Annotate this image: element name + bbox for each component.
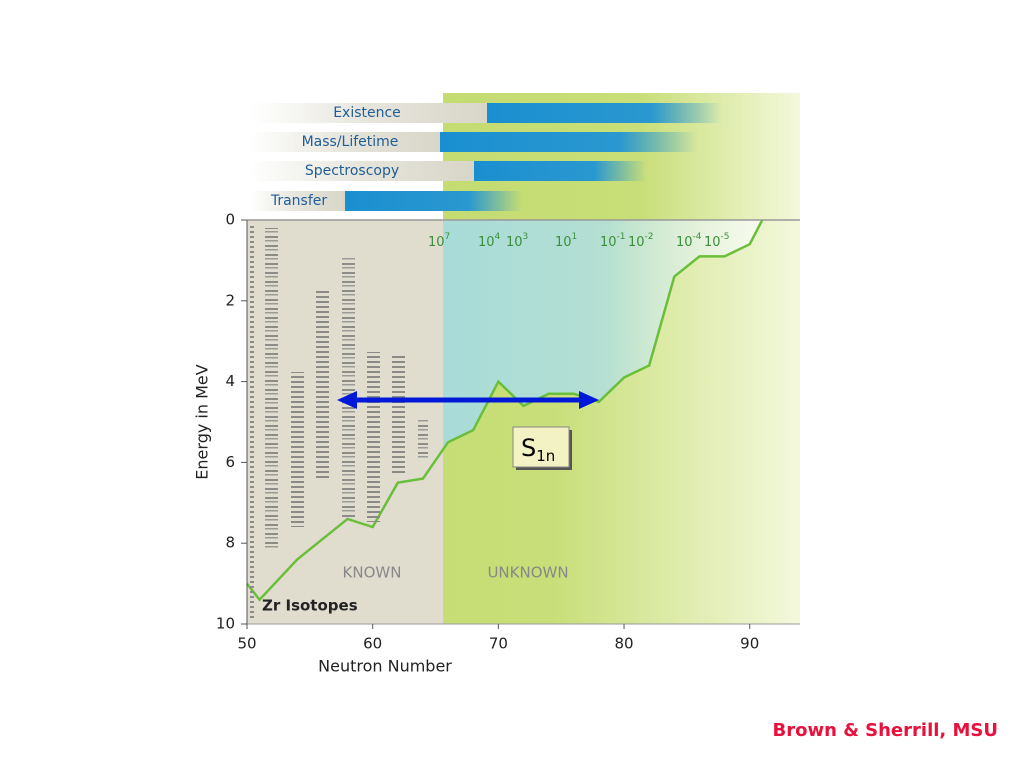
y-tick-label: 6: [225, 453, 235, 471]
method-label: Spectroscopy: [305, 163, 399, 179]
y-tick-label: 4: [225, 372, 235, 390]
method-label-bg: [250, 132, 440, 152]
method-label: Mass/Lifetime: [302, 134, 399, 150]
region-label: KNOWN: [343, 564, 402, 582]
line: [246, 219, 764, 602]
x-tick-label: 70: [489, 635, 508, 653]
credit: Brown & Sherrill, MSU: [773, 720, 998, 741]
scale-label: 104: [478, 232, 501, 250]
method-label-bg: [250, 103, 487, 123]
levels-column: [392, 356, 405, 476]
method-label-bg: [250, 161, 474, 181]
top-methods: Existence Mass/Lifetime Spectroscopy Tra…: [250, 93, 800, 220]
levels-column: [265, 228, 278, 550]
area-below-line: [443, 220, 800, 624]
isotope-label: Zr Isotopes: [262, 597, 358, 615]
scale-label: 101: [555, 232, 577, 250]
arrow-head: [579, 391, 599, 409]
scale-label: 107: [428, 232, 450, 250]
levels: [250, 224, 428, 619]
scale-label: 10-1: [600, 232, 626, 250]
y-tick-label: 8: [225, 534, 235, 552]
x-tick-label: 60: [363, 635, 382, 653]
levels-column: [367, 352, 380, 522]
levels-column: [291, 372, 304, 527]
scale-labels: 107 104 103 101 10-1 10-2 10-4 10-5: [428, 232, 730, 250]
y-tick-label: 0: [225, 211, 235, 229]
arrow-label: S1n: [521, 434, 555, 465]
method-label-bg: [250, 191, 345, 211]
region-label: UNKNOWN: [487, 564, 568, 582]
scale-label: 10-2: [628, 232, 654, 250]
y-tick-label: 10: [216, 615, 235, 633]
method-bar: [345, 191, 522, 211]
levels-column: [250, 224, 254, 619]
levels-column: [342, 258, 355, 518]
x-axis-label: Neutron Number: [318, 657, 452, 676]
scale-label: 10-4: [676, 232, 702, 250]
x-tick-label: 50: [237, 635, 256, 653]
method-label: Existence: [333, 105, 401, 121]
levels-column: [418, 418, 428, 458]
levels-column: [316, 288, 329, 478]
method-bar: [440, 132, 697, 152]
method-label: Transfer: [270, 193, 328, 209]
y-axis-label: Energy in MeV: [193, 364, 212, 479]
x-tick-label: 80: [614, 635, 633, 653]
scale-label: 103: [506, 232, 528, 250]
plot: [246, 219, 800, 624]
method-bar: [487, 103, 722, 123]
arrow: [337, 391, 599, 409]
label-box: [512, 426, 570, 468]
x-tick-label: 90: [740, 635, 759, 653]
method-bar: [474, 161, 646, 181]
scale-label: 10-5: [704, 232, 730, 250]
arrow-head: [337, 391, 357, 409]
y-tick-label: 2: [225, 291, 235, 309]
